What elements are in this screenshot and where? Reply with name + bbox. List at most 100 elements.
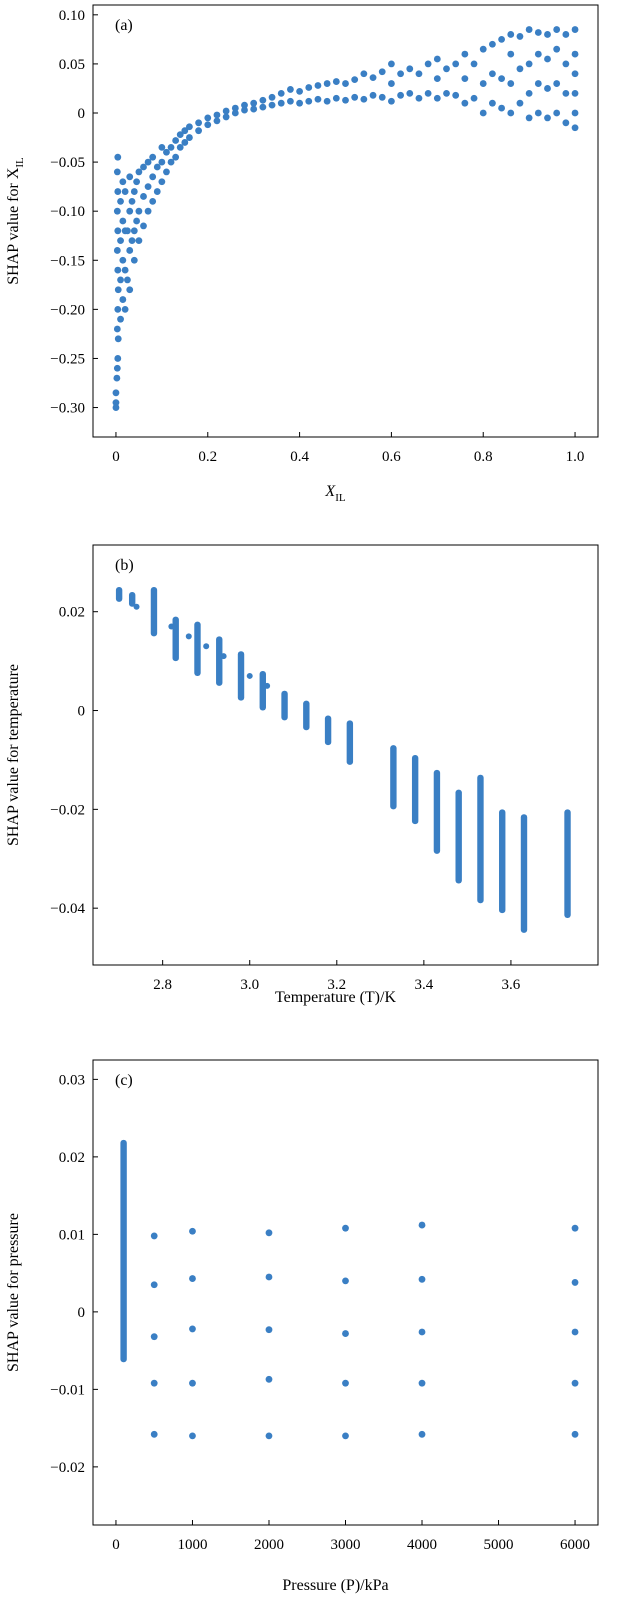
x-tick-label: 3.0: [240, 977, 259, 993]
data-point: [172, 153, 180, 161]
data-point: [314, 82, 322, 89]
data-point: [119, 217, 127, 225]
data-point: [489, 99, 496, 107]
data-point: [507, 109, 515, 117]
data-point: [113, 325, 121, 333]
data-point: [126, 286, 134, 294]
data-point: [128, 197, 136, 205]
panel-2: 2.8 3.0 3.2 3.4 3.6 −0.04 −0.02 0 0.02 (b) Tempera…: [5, 544, 599, 1006]
data-point: [553, 26, 561, 33]
panel-label: (c): [115, 1072, 133, 1089]
data-point: [113, 364, 121, 372]
data-point: [287, 86, 294, 93]
y-tick-label: −0.05: [50, 155, 85, 171]
data-point: [133, 217, 141, 225]
data-point: [479, 109, 487, 117]
data-point: [189, 1227, 196, 1235]
data-point: [342, 96, 349, 104]
data-point: [113, 374, 121, 382]
data-point: [571, 1430, 579, 1438]
data-point: [452, 91, 460, 99]
y-tick-label: −0.04: [50, 901, 85, 917]
y-tick-label: 0.03: [59, 1072, 85, 1088]
data-point: [562, 31, 570, 38]
data-point: [135, 207, 143, 215]
data-point: [153, 188, 161, 195]
data-column: [499, 809, 506, 914]
data-point: [418, 1221, 426, 1229]
data-column: [390, 745, 397, 810]
data-column: [411, 755, 419, 825]
data-point: [534, 109, 542, 117]
y-tick-label: −0.20: [50, 302, 85, 318]
y-tick-label: −0.02: [50, 802, 85, 818]
data-point: [112, 404, 120, 411]
data-column: [477, 774, 484, 904]
data-point: [133, 178, 141, 186]
data-point: [140, 193, 147, 200]
data-column: [150, 587, 158, 637]
x-tick-label: 2.8: [153, 977, 172, 993]
x-tick-label: 3.6: [502, 977, 521, 993]
data-point: [140, 163, 147, 171]
data-point: [189, 1379, 196, 1387]
data-point: [181, 139, 189, 146]
data-point: [415, 70, 423, 78]
data-point: [167, 143, 175, 151]
plot-frame: [92, 544, 599, 966]
data-point: [150, 1333, 158, 1341]
data-point: [213, 111, 221, 119]
plot-frame: [92, 4, 599, 438]
x-tick-label: 3000: [331, 1537, 361, 1553]
data-point: [150, 1430, 158, 1438]
data-point: [525, 89, 533, 97]
data-point: [135, 237, 143, 245]
x-tick-label: 0: [112, 449, 120, 465]
data-point: [360, 95, 368, 103]
data-point: [397, 70, 404, 78]
x-tick-label: 0: [112, 1537, 120, 1553]
data-point: [126, 207, 134, 215]
data-point: [342, 1224, 349, 1232]
panel-3: 0 1000 2000 3000 4000 5000 6000 −0.02 −0.01 0 0.01…: [5, 1059, 599, 1594]
data-column: [216, 636, 223, 686]
data-point: [265, 1326, 273, 1334]
data-point: [213, 117, 221, 125]
data-point: [265, 1432, 273, 1440]
y-tick-label: 0.05: [59, 57, 85, 73]
data-point: [114, 227, 122, 235]
data-point: [265, 1229, 273, 1237]
data-point: [461, 99, 469, 107]
data-point: [443, 89, 450, 97]
data-point: [305, 97, 313, 105]
data-point: [144, 158, 152, 166]
data-point: [114, 355, 122, 362]
data-point: [189, 1432, 196, 1440]
data-point: [144, 183, 152, 191]
data-point: [112, 399, 120, 407]
data-point: [443, 65, 450, 73]
data-point: [544, 85, 551, 92]
data-point: [516, 99, 524, 107]
data-point: [418, 1328, 426, 1336]
data-point: [305, 84, 313, 91]
data-point: [268, 101, 276, 109]
x-tick-label: 1.0: [566, 449, 585, 465]
panel-label: (a): [115, 17, 133, 34]
data-point: [516, 65, 524, 73]
data-point: [189, 1275, 196, 1282]
data-column: [120, 1139, 127, 1363]
data-point: [176, 143, 184, 151]
data-point: [121, 305, 129, 313]
data-point: [195, 127, 202, 135]
data-column: [281, 690, 288, 721]
data-point: [369, 74, 377, 82]
data-point: [351, 93, 359, 101]
data-point: [259, 103, 267, 111]
data-point: [378, 68, 386, 76]
data-point: [534, 29, 542, 36]
panel-1: 0 0.2 0.4 0.6 0.8 1.0 −0.30 −0.25 −0.20 −0.15 −0.1…: [5, 4, 599, 504]
data-point: [130, 227, 138, 235]
x-axis-label: XIL: [324, 483, 345, 504]
